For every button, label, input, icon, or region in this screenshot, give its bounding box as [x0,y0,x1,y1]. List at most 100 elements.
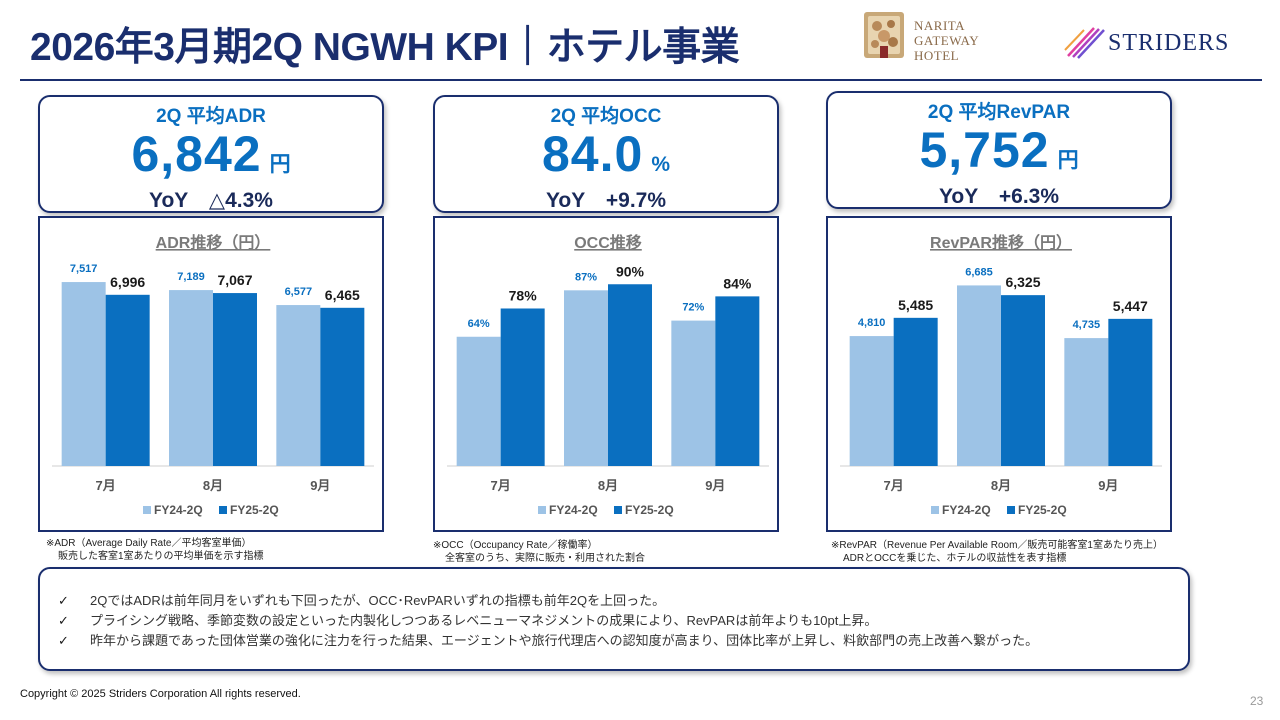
check-icon: ✓ [58,613,69,628]
kpi-unit: 円 [269,153,291,176]
page-title: 2026年3月期2Q NGWH KPI｜ホテル事業 [30,26,740,69]
hotel-logo: NARITA GATEWAY HOTEL [860,6,990,68]
kpi-card-occ: 2Q 平均OCC 84.0% YoY +9.7% [433,95,779,213]
kpi-label: 2Q 平均ADR [156,106,266,127]
chart-adr: ADR推移（円） 7,517 6,996 7月 7,189 7,067 8月 6,577 6,4… [38,216,384,532]
data-label: 6,996 [110,274,145,290]
legend-label: FY25-2Q [1018,503,1067,517]
data-label: 6,685 [965,266,993,278]
legend-label: FY24-2Q [549,503,598,517]
data-label: 7,189 [177,271,205,283]
check-icon: ✓ [58,633,69,648]
bar-fy24-2q [169,290,213,466]
kpi-unit: 円 [1057,149,1079,172]
bar-fy25-2q [1108,318,1153,466]
hotel-crest-icon [864,12,904,58]
chart-occ: OCC推移 64% 78% 7月 87% 90% 8月 72% 84% 9月 FY24-2Q FY25… [433,216,779,532]
summary-box: ✓ 2QではADRは前年同月をいずれも下回ったが、OCC･RevPARいずれの指標… [38,567,1190,671]
note-adr: ※ADR（Average Daily Rate／平均客室単価） 販売した客室1室… [46,538,264,562]
bar-fy24-2q [564,290,608,466]
note-revpar: ※RevPAR（Revenue Per Available Room／販売可能客… [831,540,1163,564]
category-label: 8月 [991,478,1011,493]
data-label: 4,810 [858,317,886,329]
bar-fy24-2q [849,336,894,466]
bar-fy25-2q [893,317,938,466]
category-label: 9月 [310,478,330,493]
category-label: 7月 [884,478,904,493]
bar-fy24-2q [456,336,501,466]
revpar-bar-chart: RevPAR推移（円） 4,810 5,485 7月 6,685 6,325 8月 4,735… [840,233,1162,517]
occ-bar-chart: OCC推移 64% 78% 7月 87% 90% 8月 72% 84% 9月 FY24-2Q FY25… [447,233,769,517]
data-label: 7,517 [70,263,98,275]
summary-item: ✓ プライシング戦略、季節変数の設定といった内製化しつつあるレベニューマネジメント… [58,611,1188,631]
legend-swatch [1007,506,1015,514]
bar-fy24-2q [957,285,1001,466]
kpi-card-revpar: 2Q 平均RevPAR 5,752 円 YoY +6.3% [826,91,1172,209]
category-label: 8月 [203,478,223,493]
bar-fy24-2q [61,282,106,466]
bar-fy25-2q [715,296,760,466]
bar-fy25-2q [320,307,365,466]
data-label: 5,447 [1113,298,1148,314]
kpi-yoy: YoY +9.7% [545,189,667,212]
page-number: 23 [1250,694,1264,708]
bar-fy24-2q [1064,338,1109,466]
chart-revpar: RevPAR推移（円） 4,810 5,485 7月 6,685 6,325 8月 4,735… [826,216,1172,532]
bar-fy25-2q [500,308,545,466]
data-label: 5,485 [898,297,933,313]
chart-title: ADR推移（円） [156,233,271,252]
title-divider [20,79,1262,81]
kpi-label: 2Q 平均OCC [550,106,662,127]
kpi-value: 6,842 [131,126,262,182]
legend-label: FY25-2Q [625,503,674,517]
legend-swatch [143,506,151,514]
hotel-name: NARITA GATEWAY HOTEL [914,18,980,63]
category-label: 7月 [96,478,116,493]
striders-stripes-icon [1064,27,1105,59]
bar-fy24-2q [276,305,321,466]
kpi-card-adr: 2Q 平均ADR 6,842 円 YoY △4.3% [38,95,384,213]
bar-fy25-2q [213,293,257,466]
bar-fy25-2q [608,284,652,466]
kpi-label: 2Q 平均RevPAR [927,102,1071,123]
check-icon: ✓ [58,593,69,608]
data-label: 84% [723,275,752,291]
note-occ: ※OCC（Occupancy Rate／稼働率） 全客室のうち、実際に販売・利用… [433,540,645,564]
data-label: 7,067 [217,272,252,288]
legend-swatch [931,506,939,514]
data-label: 4,735 [1073,319,1101,331]
data-label: 6,465 [325,287,360,303]
bar-fy25-2q [105,294,150,466]
category-label: 9月 [705,478,725,493]
kpi-value: 5,752 [919,122,1050,178]
category-label: 8月 [598,478,618,493]
data-label: 6,325 [1005,274,1040,290]
data-label: 78% [509,287,538,303]
legend-label: FY25-2Q [230,503,279,517]
summary-item: ✓ 昨年から課題であった団体営業の強化に注力を行った結果、エージェントや旅行代理店… [58,631,1188,651]
category-label: 9月 [1098,478,1118,493]
chart-title: OCC推移 [574,233,642,252]
data-label: 72% [682,302,704,314]
kpi-yoy: YoY △4.3% [149,189,273,212]
chart-title: RevPAR推移（円） [930,233,1072,252]
summary-item: ✓ 2QではADRは前年同月をいずれも下回ったが、OCC･RevPARいずれの指標… [58,591,1188,611]
legend-swatch [538,506,546,514]
data-label: 87% [575,271,597,283]
kpi-unit: % [651,153,670,176]
data-label: 90% [616,263,645,279]
data-label: 6,577 [285,286,313,298]
data-label: 64% [468,318,490,330]
adr-bar-chart: ADR推移（円） 7,517 6,996 7月 7,189 7,067 8月 6,577 6,4… [52,233,374,517]
legend-label: FY24-2Q [154,503,203,517]
bar-fy24-2q [671,320,716,466]
copyright: Copyright © 2025 Striders Corporation Al… [20,688,301,700]
category-label: 7月 [491,478,511,493]
kpi-value: 84.0 [541,126,644,182]
legend-swatch [614,506,622,514]
legend-swatch [219,506,227,514]
company-name: STRIDERS [1108,30,1230,56]
legend-label: FY24-2Q [942,503,991,517]
bar-fy25-2q [1001,295,1045,466]
company-logo: STRIDERS [1064,24,1254,64]
